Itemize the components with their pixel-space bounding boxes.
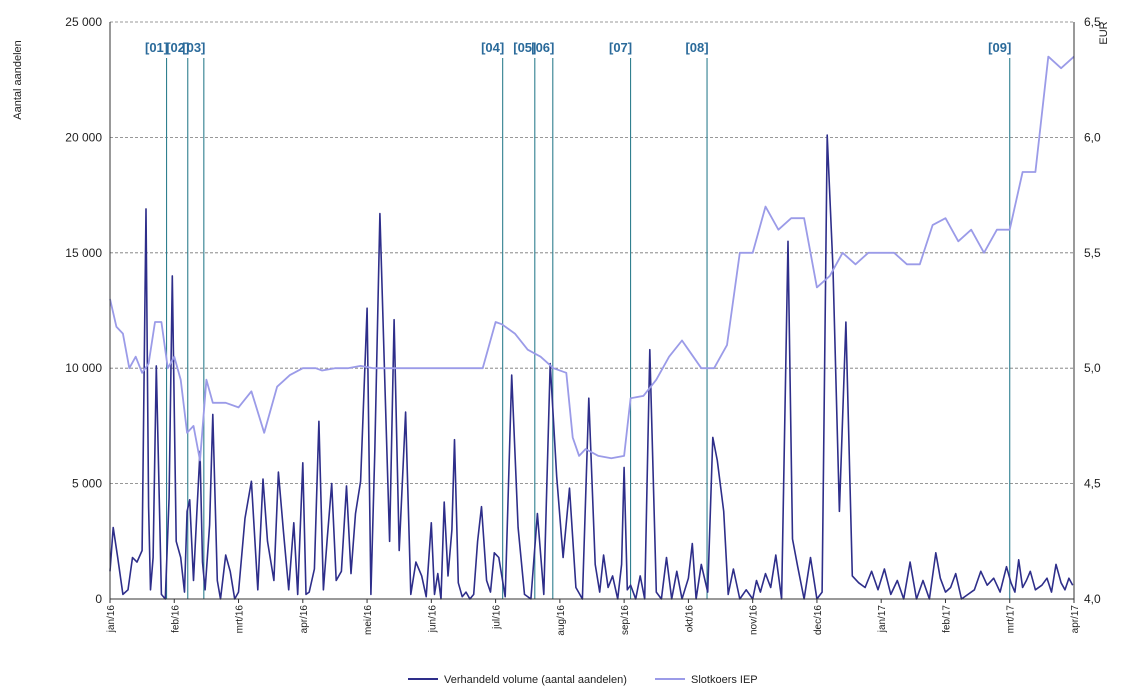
event-label: [09] xyxy=(988,40,1011,55)
x-tick-label: mrt/17 xyxy=(1006,605,1017,634)
x-tick-label: nov/16 xyxy=(749,605,760,635)
event-label: [04] xyxy=(481,40,504,55)
event-label: [01] xyxy=(145,40,168,55)
series-line-volume xyxy=(109,134,1074,600)
event-label: [02] xyxy=(166,40,189,55)
y-axis-right-title: EUR xyxy=(1098,21,1110,44)
x-tick-label: jun/16 xyxy=(427,605,438,634)
series-lines xyxy=(109,55,1075,600)
x-tick-label: apr/17 xyxy=(1070,605,1081,634)
event-label: [05] xyxy=(513,40,536,55)
x-tick-label: aug/16 xyxy=(556,605,567,636)
event-markers: [01][02][03] [04] [05][06] [07] [08] [09] xyxy=(145,40,1011,599)
y-left-tick-label: 5 000 xyxy=(72,477,102,491)
x-tick-label: jul/16 xyxy=(492,605,503,630)
event-label: [07] xyxy=(609,40,632,55)
x-tick-label: mei/16 xyxy=(363,605,374,635)
event-label: [08] xyxy=(685,40,708,55)
y-axis-left-title: Aantal aandelen xyxy=(12,40,24,120)
y-right-tick-label: 5,0 xyxy=(1084,361,1101,375)
event-label: [06] xyxy=(531,40,554,55)
y-right-tick-label: 4,5 xyxy=(1084,477,1101,491)
x-tick-label: mrt/16 xyxy=(235,605,246,634)
x-tick-label: jan/17 xyxy=(877,605,888,634)
y-left-tick-label: 20 000 xyxy=(65,130,102,144)
axes: 0 5 000 10 000 15 000 20 000 25 000 4,0 4,5 5,0 5… xyxy=(65,15,1101,636)
y-right-tick-label: 5,5 xyxy=(1084,246,1101,260)
x-tick-label: feb/16 xyxy=(170,605,181,633)
legend: Verhandeld volume (aantal aandelen) Slotk… xyxy=(408,674,758,686)
x-tick-label: apr/16 xyxy=(299,605,310,634)
x-tick-label: dec/16 xyxy=(813,605,824,635)
y-left-tick-label: 15 000 xyxy=(65,246,102,260)
y-left-tick-label: 10 000 xyxy=(65,361,102,375)
y-right-tick-label: 6,5 xyxy=(1084,15,1101,29)
y-right-tick-label: 6,0 xyxy=(1084,130,1101,144)
x-tick-label: okt/16 xyxy=(684,605,695,633)
x-tick-label: feb/17 xyxy=(941,605,952,633)
legend-label: Verhandeld volume (aantal aandelen) xyxy=(444,674,627,686)
series-line-closing-price xyxy=(109,55,1075,462)
gridlines xyxy=(110,21,1074,485)
x-tick-label: jan/16 xyxy=(106,605,117,634)
y-left-tick-label: 0 xyxy=(95,592,102,606)
y-right-tick-label: 4,0 xyxy=(1084,592,1101,606)
y-left-tick-label: 25 000 xyxy=(65,15,102,29)
x-tick-label: sep/16 xyxy=(620,605,631,635)
legend-label: Slotkoers IEP xyxy=(691,674,758,686)
event-label: [03] xyxy=(182,40,205,55)
